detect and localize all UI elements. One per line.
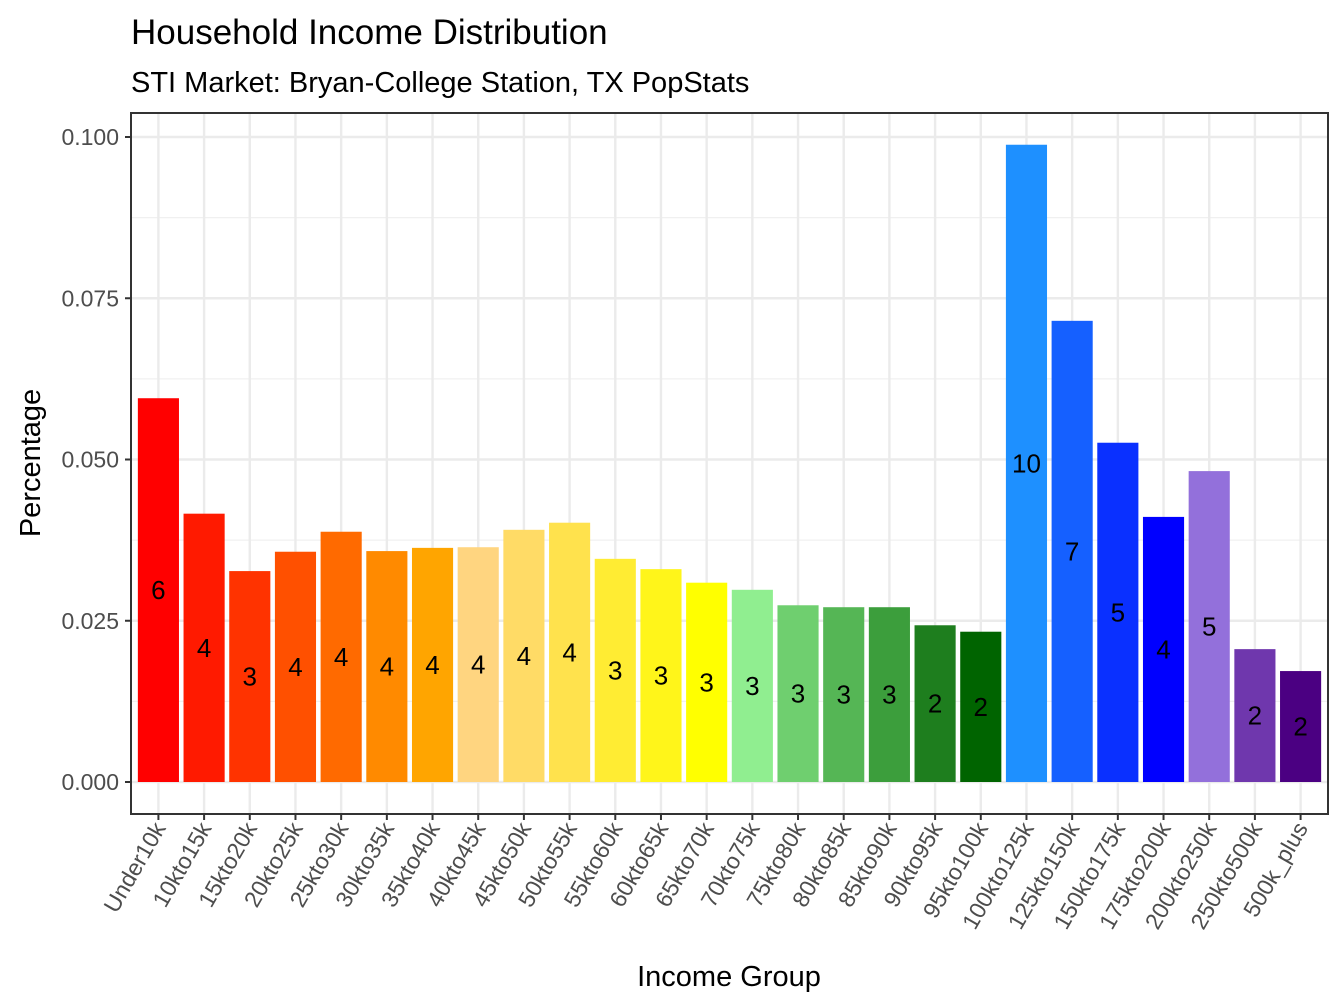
- bar-70kto75k: [731, 589, 773, 782]
- bar-label: 4: [1156, 634, 1170, 664]
- panel-border: [130, 112, 1329, 815]
- bar-30kto35k: [366, 551, 408, 782]
- bar-50kto55k: [549, 522, 591, 782]
- bar-Under10k: [137, 398, 179, 782]
- bar-label: 6: [151, 575, 165, 605]
- bar-label: 4: [562, 637, 576, 667]
- bar-label: 3: [243, 662, 257, 692]
- bar-label: 4: [471, 650, 485, 680]
- bar-label: 3: [882, 680, 896, 710]
- bar-label: 2: [928, 689, 942, 719]
- y-tick-label: 0.050: [61, 447, 119, 473]
- bar-150kto175k: [1097, 442, 1139, 782]
- bar-65kto70k: [686, 582, 728, 782]
- bar-label: 5: [1202, 612, 1216, 642]
- bar-label: 3: [608, 655, 622, 685]
- bar-85kto90k: [868, 607, 910, 782]
- bar-80kto85k: [823, 607, 865, 782]
- bar-label: 3: [654, 661, 668, 691]
- bar-label: 4: [288, 652, 302, 682]
- bar-75kto80k: [777, 605, 819, 782]
- x-axis-title: Income Group: [637, 961, 821, 993]
- bar-15kto20k: [229, 571, 271, 782]
- bar-500k_plus: [1280, 671, 1322, 782]
- bar-250kto500k: [1234, 649, 1276, 782]
- bars: [137, 144, 1322, 783]
- bar-55kto60k: [594, 558, 636, 782]
- bar-label: 3: [836, 680, 850, 710]
- bar-45kto50k: [503, 529, 545, 782]
- bar-25kto30k: [320, 531, 362, 782]
- y-tick-label: 0.100: [61, 124, 119, 150]
- x-axis: Under10k10kto15k15kto20k20kto25k25kto30k…: [98, 814, 1313, 934]
- y-axis: 0.000 0.025 0.050 0.075 0.100: [61, 124, 131, 795]
- bar-label: 4: [425, 650, 439, 680]
- bar-10kto15k: [183, 513, 225, 782]
- bar-200kto250k: [1188, 471, 1230, 782]
- bar-20kto25k: [274, 551, 317, 782]
- bar-60kto65k: [640, 569, 682, 782]
- bar-label: 2: [1293, 712, 1307, 742]
- chart-title: Household Income Distribution: [131, 13, 608, 52]
- y-tick-label: 0.025: [61, 608, 119, 634]
- bar-label: 3: [791, 679, 805, 709]
- bar-label: 4: [380, 652, 394, 682]
- bar-40kto45k: [457, 547, 499, 782]
- bar-100kto125k: [1005, 144, 1048, 783]
- bar-35kto40k: [411, 547, 454, 782]
- bar-90kto95k: [914, 625, 956, 782]
- y-axis-title: Percentage: [15, 389, 47, 537]
- bar-label: 10: [1012, 448, 1041, 478]
- bar-label: 7: [1065, 536, 1079, 566]
- bar-label: 4: [517, 641, 531, 671]
- y-tick-label: 0.075: [61, 285, 119, 311]
- bar-labels: 6 4 3 4 4 4 4 4 4 4 3 3 3 3 3 3 3 2 2 10 7 5 4 5 2 2: [151, 448, 1308, 741]
- bar-label: 3: [745, 671, 759, 701]
- y-tick-label: 0.000: [61, 769, 119, 795]
- chart-subtitle: STI Market: Bryan-College Station, TX Po…: [131, 67, 749, 99]
- bar-label: 2: [974, 692, 988, 722]
- bar-95kto100k: [960, 631, 1002, 782]
- bar-label: 5: [1111, 597, 1125, 627]
- bar-label: 4: [334, 642, 348, 672]
- bar-label: 3: [699, 667, 713, 697]
- bar-label: 4: [197, 633, 211, 663]
- bar-label: 2: [1248, 701, 1262, 731]
- bar-175kto200k: [1142, 516, 1185, 782]
- bar-125kto150k: [1051, 320, 1093, 782]
